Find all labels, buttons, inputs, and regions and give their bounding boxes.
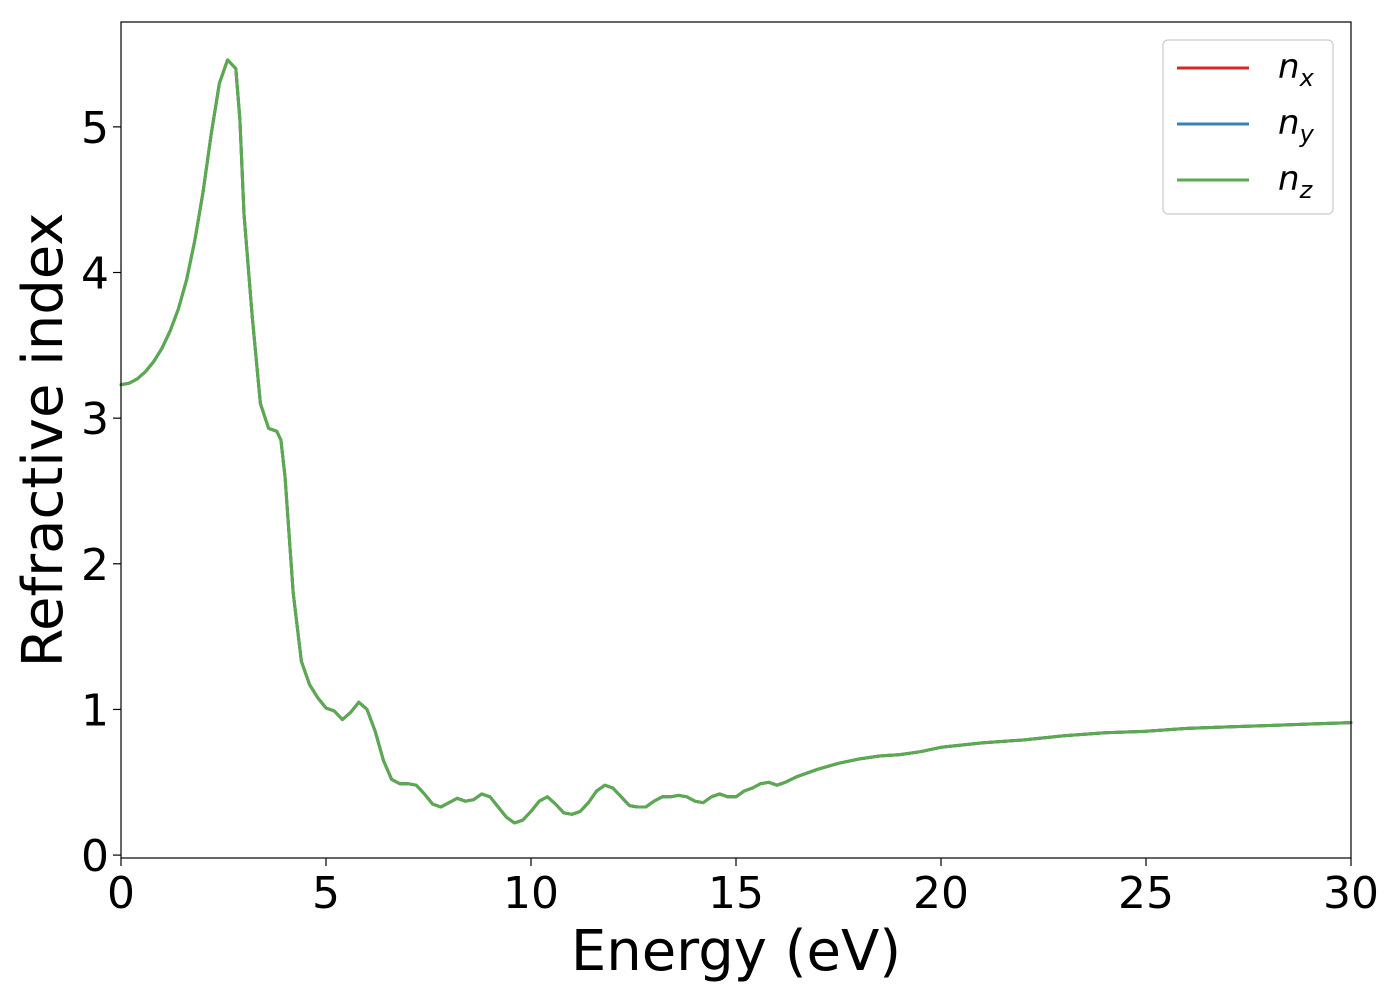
legend: nx ny nz (1162, 39, 1334, 215)
legend-items: nx ny nz (1177, 47, 1315, 204)
y-tick-label: 5 (81, 103, 109, 154)
x-tick-label: 15 (708, 868, 764, 919)
legend-label-nx: nx (1278, 47, 1315, 92)
y-axis-ticks: 0 1 2 3 4 5 (81, 103, 121, 882)
y-tick-label: 0 (81, 831, 109, 882)
legend-label-ny: ny (1278, 103, 1315, 148)
legend-label-nz: nz (1278, 159, 1314, 204)
x-axis-ticks: 0 5 10 15 20 25 30 (107, 858, 1379, 919)
series-layer (119, 58, 1353, 825)
series-line-n-z (119, 58, 1353, 825)
x-tick-label: 20 (913, 868, 969, 919)
x-axis-label: Energy (eV) (571, 919, 901, 984)
y-tick-label: 4 (81, 249, 109, 300)
legend-box (1162, 39, 1334, 215)
y-tick-label: 1 (81, 685, 109, 736)
y-tick-label: 2 (81, 540, 109, 591)
x-tick-label: 5 (312, 868, 340, 919)
x-tick-label: 25 (1118, 868, 1174, 919)
x-tick-label: 0 (107, 868, 135, 919)
y-axis-label: Refractive index (11, 213, 76, 668)
y-tick-label: 3 (81, 394, 109, 445)
x-tick-label: 10 (503, 868, 559, 919)
x-tick-label: 30 (1323, 868, 1379, 919)
